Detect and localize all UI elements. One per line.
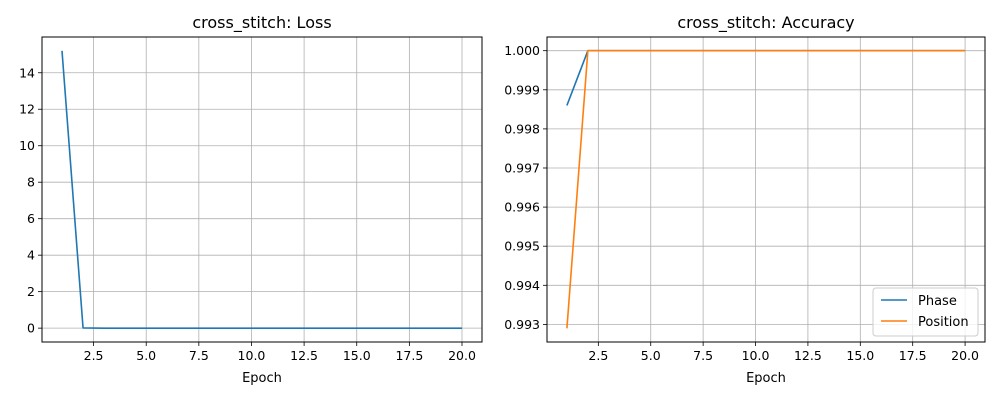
loss-x-tick-label: 15.0: [343, 348, 371, 363]
accuracy-x-tick-label: 17.5: [899, 348, 927, 363]
accuracy-y-tick-label: 0.998: [504, 121, 540, 136]
accuracy-lines: [566, 49, 966, 329]
accuracy-x-tick-label: 20.0: [951, 348, 979, 363]
series-line-loss: [61, 50, 462, 329]
loss-y-ticks: 0 2 4 6 8 10 12 14: [19, 65, 42, 336]
loss-x-axis-label: Epoch: [242, 371, 282, 386]
accuracy-legend: Phase Position: [872, 287, 979, 337]
loss-x-tick-label: 20.0: [448, 348, 476, 363]
accuracy-y-tick-label: 0.994: [504, 278, 540, 293]
loss-x-tick-label: 5.0: [136, 348, 156, 363]
loss-x-tick-label: 12.5: [290, 348, 318, 363]
accuracy-x-tick-label: 15.0: [846, 348, 874, 363]
loss-x-ticks: 2.5 5.0 7.5 10.0 12.5 15.0 17.5 20.0: [84, 342, 476, 363]
accuracy-y-tick-label: 0.996: [504, 200, 540, 215]
loss-y-tick-label: 8: [27, 175, 35, 190]
loss-y-tick-label: 14: [19, 65, 35, 80]
loss-lines: [61, 50, 462, 329]
loss-y-tick-label: 10: [19, 138, 35, 153]
accuracy-y-ticks: 0.993 0.994 0.995 0.996 0.997 0.998 0.999 1.000: [504, 43, 547, 332]
accuracy-y-tick-label: 0.995: [504, 239, 540, 254]
accuracy-x-axis-label: Epoch: [746, 371, 786, 386]
legend-label-position: Position: [918, 315, 969, 330]
loss-y-tick-label: 2: [27, 284, 35, 299]
loss-x-tick-label: 17.5: [395, 348, 423, 363]
loss-y-tick-label: 6: [27, 211, 35, 226]
loss-chart-title: cross_stitch: Loss: [192, 13, 331, 33]
loss-plot-frame: [41, 36, 483, 343]
loss-x-tick-label: 10.0: [238, 348, 266, 363]
accuracy-y-tick-label: 0.999: [504, 82, 540, 97]
loss-chart: cross_stitch: Loss 2.5 5.0 7.5 10.0 12.5 15.0…: [19, 13, 483, 386]
accuracy-x-ticks: 2.5 5.0 7.5 10.0 12.5 15.0 17.5 20.0: [588, 342, 979, 363]
accuracy-y-tick-label: 0.993: [504, 317, 540, 332]
accuracy-x-tick-label: 12.5: [794, 348, 822, 363]
accuracy-x-tick-label: 5.0: [641, 348, 661, 363]
legend-label-phase: Phase: [918, 294, 957, 309]
accuracy-chart: cross_stitch: Accuracy 2.5 5.0 7.5 10.0 12.5…: [504, 13, 986, 386]
series-line-position: [566, 49, 966, 329]
accuracy-chart-title: cross_stitch: Accuracy: [677, 13, 854, 33]
accuracy-y-tick-label: 1.000: [504, 43, 540, 58]
accuracy-x-tick-label: 10.0: [742, 348, 770, 363]
accuracy-plot-frame: [546, 36, 986, 343]
loss-y-tick-label: 0: [27, 321, 35, 336]
accuracy-y-tick-label: 0.997: [504, 160, 540, 175]
loss-x-tick-label: 2.5: [84, 348, 104, 363]
accuracy-x-tick-label: 2.5: [588, 348, 608, 363]
loss-x-tick-label: 7.5: [189, 348, 209, 363]
accuracy-x-tick-label: 7.5: [693, 348, 713, 363]
loss-y-tick-label: 12: [19, 102, 35, 117]
loss-y-tick-label: 4: [27, 248, 35, 263]
